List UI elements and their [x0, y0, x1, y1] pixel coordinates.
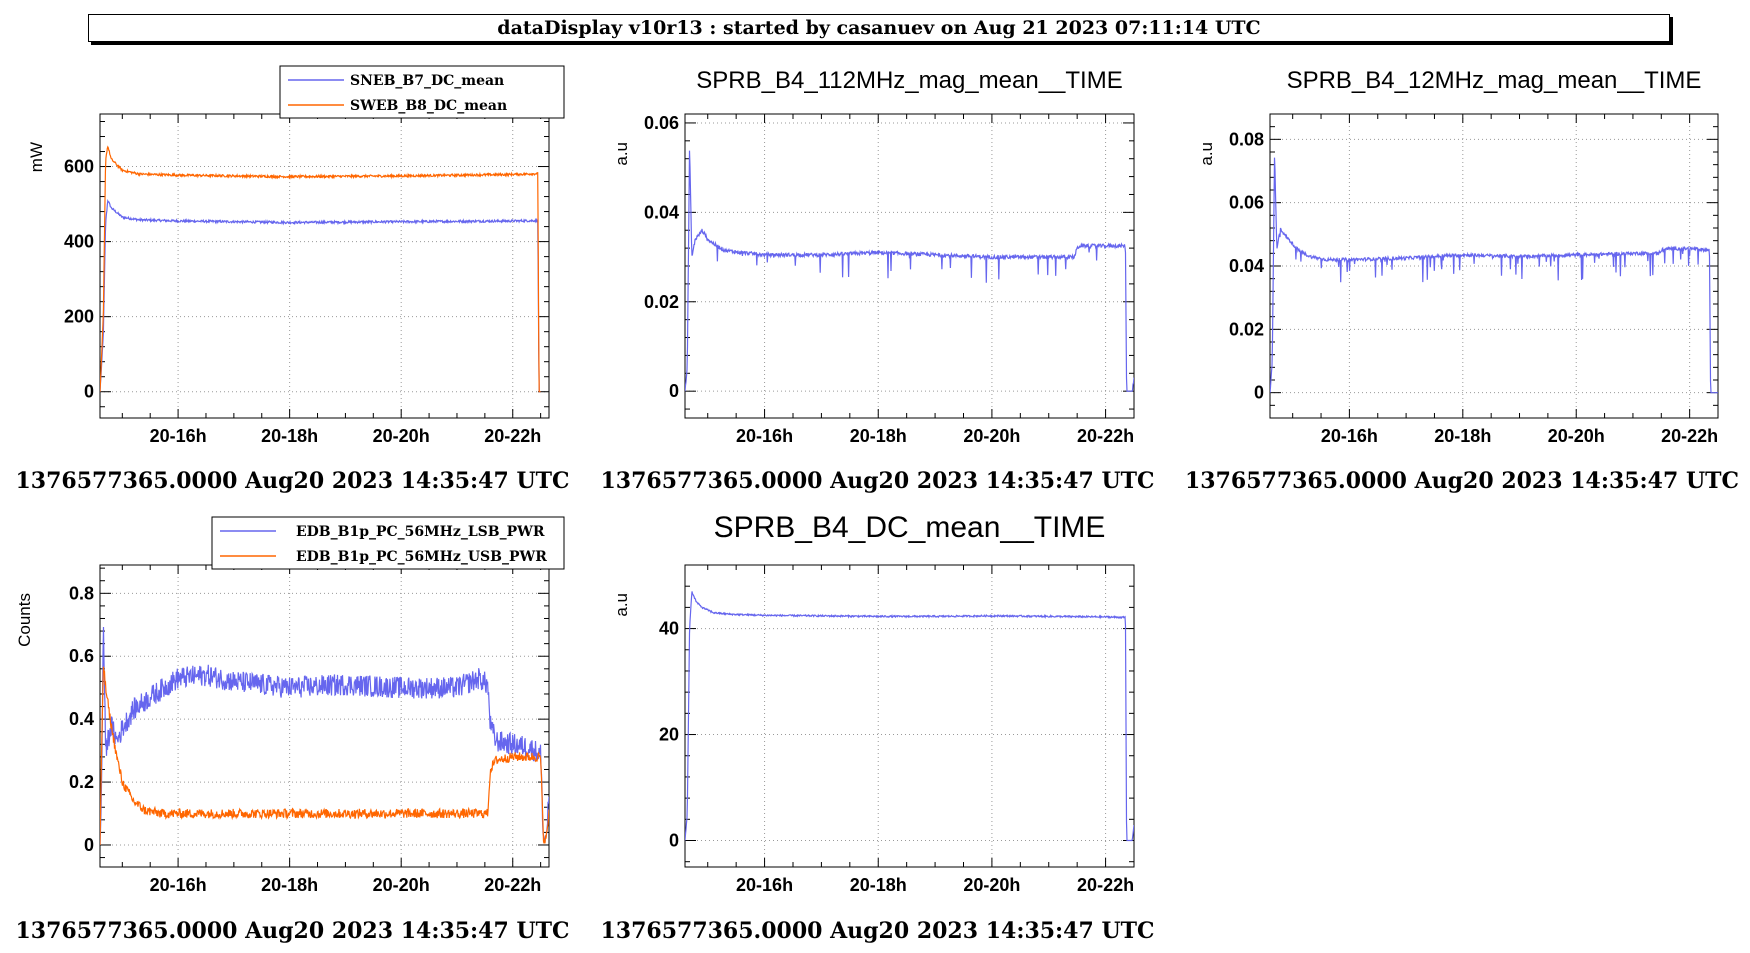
series-line-1 [685, 591, 1134, 842]
plot-frame [1269, 113, 1719, 419]
y-tick-label: 400 [64, 232, 94, 252]
x-tick-label: 20-22h [1661, 426, 1718, 446]
y-tick-label: 0.8 [69, 583, 94, 603]
y-tick-label: 0.02 [1229, 319, 1264, 339]
series-line-2 [100, 145, 541, 393]
y-tick-label: 0 [1254, 383, 1264, 403]
series-line-1 [1270, 157, 1718, 394]
x-tick-label: 20-18h [850, 875, 907, 895]
chart-title: SPRB_B4_DC_mean__TIME [714, 511, 1106, 544]
legend: SNEB_B7_DC_mean SWEB_B8_DC_mean [279, 65, 565, 119]
legend-box [279, 65, 565, 119]
time-stamp: 1376577365.0000 Aug20 2023 14:35:47 UTC [600, 468, 1154, 494]
banner-title: dataDisplay v10r13 : started by casanuev… [88, 14, 1670, 42]
y-axis-label: a.u [612, 593, 631, 617]
y-tick-label: 0.2 [69, 772, 94, 792]
chart-title: SPRB_B4_112MHz_mag_mean__TIME [696, 67, 1122, 94]
x-tick-label: 20-20h [1548, 426, 1605, 446]
time-stamp: 1376577365.0000 Aug20 2023 14:35:47 UTC [15, 468, 569, 494]
x-tick-label: 20-18h [261, 426, 318, 446]
plot-frame [99, 564, 550, 868]
x-tick-label: 20-16h [150, 426, 207, 446]
y-tick-label: 0.06 [644, 113, 679, 133]
y-tick-label: 0.6 [69, 646, 94, 666]
x-tick-label: 20-22h [1077, 875, 1134, 895]
plot-frame [684, 564, 1135, 868]
x-tick-label: 20-20h [373, 426, 430, 446]
legend-entry: EDB_B1p_PC_56MHz_LSB_PWR [296, 524, 545, 540]
y-tick-label: 200 [64, 307, 94, 327]
series-line-1 [685, 150, 1134, 392]
x-tick-label: 20-16h [736, 426, 793, 446]
series-line-1 [100, 626, 549, 846]
x-tick-label: 20-22h [1077, 426, 1134, 446]
legend-box [211, 516, 565, 570]
y-tick-label: 0.08 [1229, 129, 1264, 149]
chart-panel-3: 20-16h 20-18h 20-20h 20-22h 0 0.02 0.04 0.06 0.0… [1185, 67, 1739, 494]
y-tick-label: 0.04 [644, 202, 679, 222]
x-tick-label: 20-22h [484, 426, 541, 446]
y-tick-label: 40 [659, 619, 679, 639]
x-tick-label: 20-16h [736, 875, 793, 895]
time-stamp: 1376577365.0000 Aug20 2023 14:35:47 UTC [1185, 468, 1739, 494]
x-tick-label: 20-18h [1434, 426, 1491, 446]
time-stamp: 1376577365.0000 Aug20 2023 14:35:47 UTC [600, 918, 1154, 944]
plot-frame [99, 113, 550, 419]
y-tick-label: 600 [64, 157, 94, 177]
y-axis-label: Counts [15, 593, 34, 647]
chart-panel-4: 20-16h 20-18h 20-20h 20-22h 0 0.2 0.4 0.6 0.8 Cou… [15, 516, 570, 944]
y-tick-label: 0.02 [644, 292, 679, 312]
plot-frame [684, 113, 1135, 419]
y-tick-label: 0.04 [1229, 256, 1264, 276]
chart-title: SPRB_B4_12MHz_mag_mean__TIME [1287, 67, 1702, 94]
x-tick-label: 20-20h [963, 875, 1020, 895]
series-line-1 [100, 198, 541, 393]
x-tick-label: 20-16h [150, 875, 207, 895]
x-tick-label: 20-20h [373, 875, 430, 895]
y-tick-label: 0 [84, 835, 94, 855]
y-axis-label: a.u [1197, 142, 1216, 166]
y-tick-label: 0 [669, 831, 679, 851]
y-tick-label: 0 [669, 381, 679, 401]
legend: EDB_B1p_PC_56MHz_LSB_PWR EDB_B1p_PC_56MHz… [211, 516, 565, 570]
y-tick-label: 0.4 [69, 709, 94, 729]
x-tick-label: 20-18h [850, 426, 907, 446]
x-tick-label: 20-18h [261, 875, 318, 895]
y-axis-label: mW [27, 142, 46, 172]
series-line-2 [100, 666, 549, 846]
x-tick-label: 20-22h [484, 875, 541, 895]
y-tick-label: 0 [84, 382, 94, 402]
y-axis-label: a.u [612, 142, 631, 166]
legend-entry: SWEB_B8_DC_mean [350, 98, 507, 114]
legend-entry: SNEB_B7_DC_mean [350, 73, 504, 89]
x-tick-label: 20-20h [963, 426, 1020, 446]
chart-panel-2: 20-16h 20-18h 20-20h 20-22h 0 0.02 0.04 0.06 a.u… [600, 67, 1154, 494]
chart-panel-5: 20-16h 20-18h 20-20h 20-22h 0 20 40 a.u SPRB_B4_… [600, 511, 1154, 944]
chart-panel-1: 20-16h 20-18h 20-20h 20-22h 0 200 400 600 mW SNEB… [15, 65, 570, 494]
legend-entry: EDB_B1p_PC_56MHz_USB_PWR [296, 549, 547, 565]
x-tick-label: 20-16h [1321, 426, 1378, 446]
time-stamp: 1376577365.0000 Aug20 2023 14:35:47 UTC [15, 918, 569, 944]
y-tick-label: 0.06 [1229, 193, 1264, 213]
y-tick-label: 20 [659, 725, 679, 745]
